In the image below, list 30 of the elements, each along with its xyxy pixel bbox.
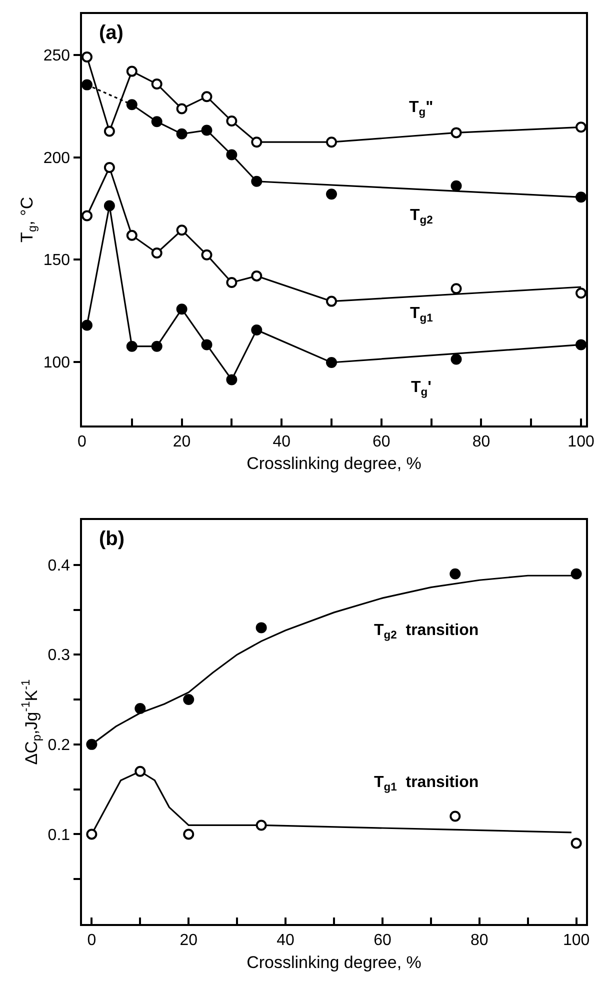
annotation: T$_{g}$" — [409, 99, 434, 118]
y-tick-label: 0.2 — [48, 737, 70, 754]
x-axis-title: Crosslinking degree, % — [246, 454, 422, 474]
annotation: (a) — [99, 22, 124, 44]
x-tick-label: 0 — [78, 433, 87, 450]
x-axis-title: Crosslinking degree, % — [246, 952, 422, 972]
y-tick-label: 100 — [43, 354, 70, 372]
annotation: T$_{g2}$ transition — [374, 622, 479, 642]
x-tick-label: 0 — [87, 932, 96, 949]
annotation: T$_{g2}$ — [410, 207, 433, 226]
x-tick-label: 100 — [562, 932, 590, 949]
x-tick-label: 80 — [470, 932, 488, 949]
x-tick-label: 100 — [568, 433, 594, 450]
y-tick-label: 200 — [43, 150, 70, 167]
y-tick-label: 0.3 — [48, 647, 70, 664]
x-tick-label: 20 — [172, 433, 191, 450]
y-tick-label: 0.1 — [48, 826, 70, 844]
x-tick-label: 40 — [272, 433, 291, 450]
annotation: T$_{g1}$ — [410, 305, 433, 324]
annotation: (b) — [99, 528, 125, 550]
y-tick-label: 150 — [43, 252, 70, 270]
annotation: T$_{g1}$ transition — [374, 774, 479, 794]
x-tick-label: 80 — [472, 433, 490, 450]
x-tick-label: 60 — [374, 932, 392, 949]
y-tick-label: 250 — [43, 48, 70, 65]
x-tick-label: 20 — [180, 932, 198, 949]
x-tick-label: 60 — [372, 433, 390, 450]
x-tick-label: 40 — [276, 932, 295, 949]
y-tick-label: 0.4 — [48, 557, 70, 574]
annotation: T$_{g}$' — [411, 379, 432, 398]
